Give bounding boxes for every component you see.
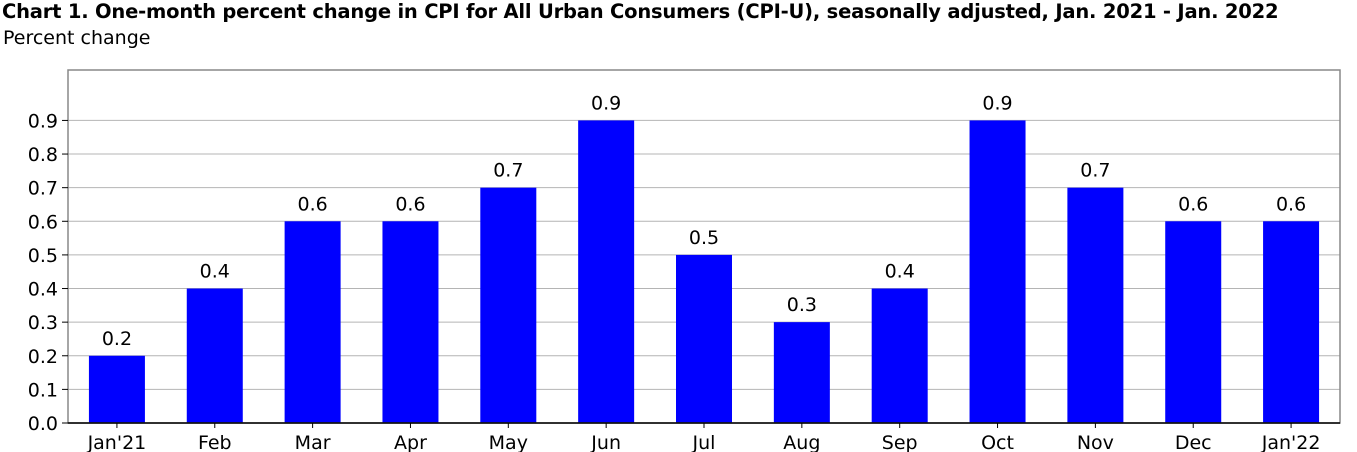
y-tick-label: 0.3 [28,312,58,334]
x-tick-label: Aug [783,432,820,452]
data-label: 0.4 [885,261,915,283]
y-tick-label: 0.6 [28,211,58,233]
data-label: 0.6 [298,193,328,215]
data-label: 0.3 [787,294,817,316]
data-label: 0.2 [102,328,132,350]
x-tick-label: Feb [198,432,232,452]
y-tick-label: 0.2 [28,346,58,368]
chart-title: Chart 1. One-month percent change in CPI… [2,0,1279,23]
bar [284,221,341,423]
axes [62,119,1340,428]
bar [676,254,732,423]
bar [186,288,243,423]
bar [88,355,145,423]
chart-subtitle: Percent change [3,27,151,49]
x-tick-label: Dec [1175,432,1212,452]
bar [382,221,439,423]
bars [88,120,1320,423]
x-tick-label: May [489,432,528,452]
x-tick-label: Jan'21 [87,432,147,452]
y-tick-label: 0.9 [28,110,58,132]
data-label: 0.6 [395,193,425,215]
bar [871,288,928,423]
data-label: 0.7 [1080,160,1110,182]
y-tick-label: 0.7 [28,178,58,200]
bar [1165,221,1222,423]
y-tick-label: 0.1 [28,379,58,401]
x-tick-label: Oct [981,432,1014,452]
data-label: 0.6 [1276,193,1306,215]
x-tick-label: Jul [692,432,716,452]
data-label: 0.7 [493,160,523,182]
data-label: 0.9 [982,92,1012,114]
gridlines [68,119,1340,390]
x-tick-label: Mar [295,432,331,452]
y-tick-label: 0.8 [28,144,58,166]
bar [1067,187,1124,423]
x-tick-label: Apr [394,432,427,452]
y-tick-label: 0.4 [28,279,58,301]
data-label: 0.4 [200,261,230,283]
data-label: 0.6 [1178,193,1208,215]
x-tick-label: Nov [1077,432,1114,452]
bar [578,120,635,423]
labels: 0.0 0.1 0.2 0.3 0.4 0.5 0.6 0.7 0.8 0.9 0.2 Jan'21 0… [28,92,1321,452]
x-tick-label: Jun [590,432,621,452]
bar [480,187,537,423]
bar [969,120,1026,423]
y-tick-label: 0.0 [28,413,58,435]
x-tick-label: Sep [882,432,918,452]
data-label: 0.5 [689,227,719,249]
data-label: 0.9 [591,92,621,114]
bar [773,322,830,423]
y-tick-label: 0.5 [28,245,58,267]
x-tick-label: Jan'22 [1261,432,1321,452]
bar [1263,221,1320,423]
